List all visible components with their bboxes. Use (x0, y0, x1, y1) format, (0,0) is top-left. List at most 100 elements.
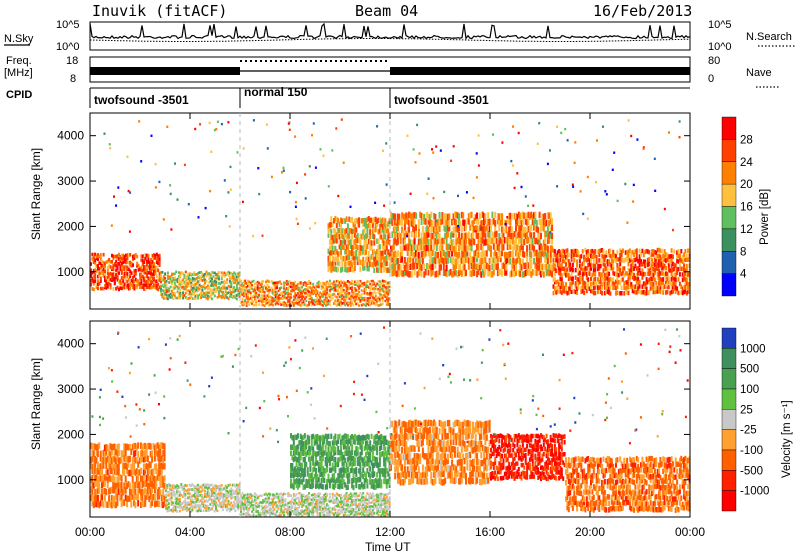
power-cell (309, 297, 312, 300)
power-cell (260, 282, 263, 286)
power-cell (288, 298, 291, 301)
power-cell (670, 281, 673, 287)
velocity-cell (133, 482, 136, 489)
power-cell (162, 294, 165, 298)
power-cell (320, 285, 323, 288)
velocity-cell (255, 514, 258, 518)
power-cell (317, 280, 320, 284)
velocity-cell (94, 467, 97, 475)
power-cell (351, 279, 354, 283)
velocity-cell (260, 501, 263, 504)
power-cell (487, 230, 490, 238)
power-cell (569, 262, 572, 267)
velocity-cell (263, 507, 266, 511)
power-cell (116, 256, 119, 260)
power-cell (255, 300, 258, 304)
velocity-cell (112, 455, 115, 463)
power-cell (555, 290, 558, 295)
power-cell (542, 239, 545, 246)
power-cell (380, 303, 383, 306)
power-cell (635, 257, 638, 262)
power-cell (521, 218, 524, 225)
power-cell (444, 257, 447, 264)
power-cell (344, 299, 347, 303)
power-cell (291, 281, 294, 285)
velocity-cell (258, 512, 261, 515)
power-cell (406, 270, 409, 277)
power-cell (308, 285, 311, 289)
velocity-cell (105, 462, 108, 469)
power-cell (373, 281, 376, 284)
power-cell (648, 257, 651, 262)
velocity-cell (149, 443, 152, 450)
power-cell (273, 284, 276, 288)
velocity-cell (276, 492, 279, 496)
power-cell (541, 218, 544, 225)
velocity-cell (96, 482, 99, 489)
power-cell (442, 249, 445, 257)
power-cell (377, 229, 380, 235)
power-cell (506, 256, 509, 263)
power-cell (177, 296, 180, 299)
power-cell (556, 254, 559, 259)
power-cell (627, 290, 630, 296)
velocity-cell (301, 503, 304, 507)
velocity-cell (98, 482, 101, 489)
velocity-cell (244, 501, 247, 504)
power-cell (453, 245, 456, 253)
power-cell (157, 257, 160, 262)
power-cell (592, 250, 595, 255)
power-cell (563, 285, 566, 291)
power-cell (147, 253, 150, 258)
power-cell (134, 285, 137, 290)
power-cell (638, 262, 641, 268)
velocity-cell (298, 492, 301, 495)
power-cell (348, 228, 351, 234)
power-cell (216, 295, 219, 299)
velocity-cell (249, 496, 252, 499)
power-cell (487, 243, 490, 251)
power-cell (646, 290, 649, 295)
velocity-cell (169, 508, 172, 512)
power-cell (630, 268, 633, 273)
power-cell (340, 223, 342, 229)
velocity-cell (242, 512, 245, 516)
velocity-cell (171, 501, 174, 505)
power-cell (294, 293, 297, 297)
power-cell (417, 238, 420, 246)
power-cell (204, 281, 207, 284)
power-cell (348, 249, 351, 256)
power-cell (161, 284, 164, 287)
power-cell (545, 257, 548, 265)
power-cell (520, 185, 523, 189)
power-cell (476, 212, 479, 219)
power-cell (583, 267, 586, 272)
power-cell (176, 277, 179, 281)
power-cell (308, 293, 311, 297)
velocity-cell (180, 483, 183, 486)
power-cell (515, 258, 517, 265)
power-cell (240, 279, 242, 283)
power-cell (545, 263, 548, 270)
power-cell (362, 229, 365, 235)
power-cell (157, 278, 160, 282)
velocity-cell (174, 508, 177, 512)
power-cell (244, 292, 247, 296)
power-cell (94, 279, 97, 284)
power-cell (635, 285, 638, 291)
velocity-cell (149, 451, 152, 458)
power-cell (295, 181, 298, 185)
power-cell (436, 231, 439, 234)
velocity-cell (237, 495, 240, 498)
velocity-cell (165, 503, 167, 507)
power-cell (667, 258, 670, 263)
power-cell (340, 229, 342, 235)
velocity-cell (185, 509, 188, 512)
power-cell (626, 221, 629, 224)
power-cell (373, 267, 376, 273)
power-cell (377, 217, 380, 223)
power-cell (249, 301, 252, 304)
velocity-cell (90, 442, 92, 449)
velocity-cell (271, 503, 274, 506)
power-cell (606, 276, 609, 281)
